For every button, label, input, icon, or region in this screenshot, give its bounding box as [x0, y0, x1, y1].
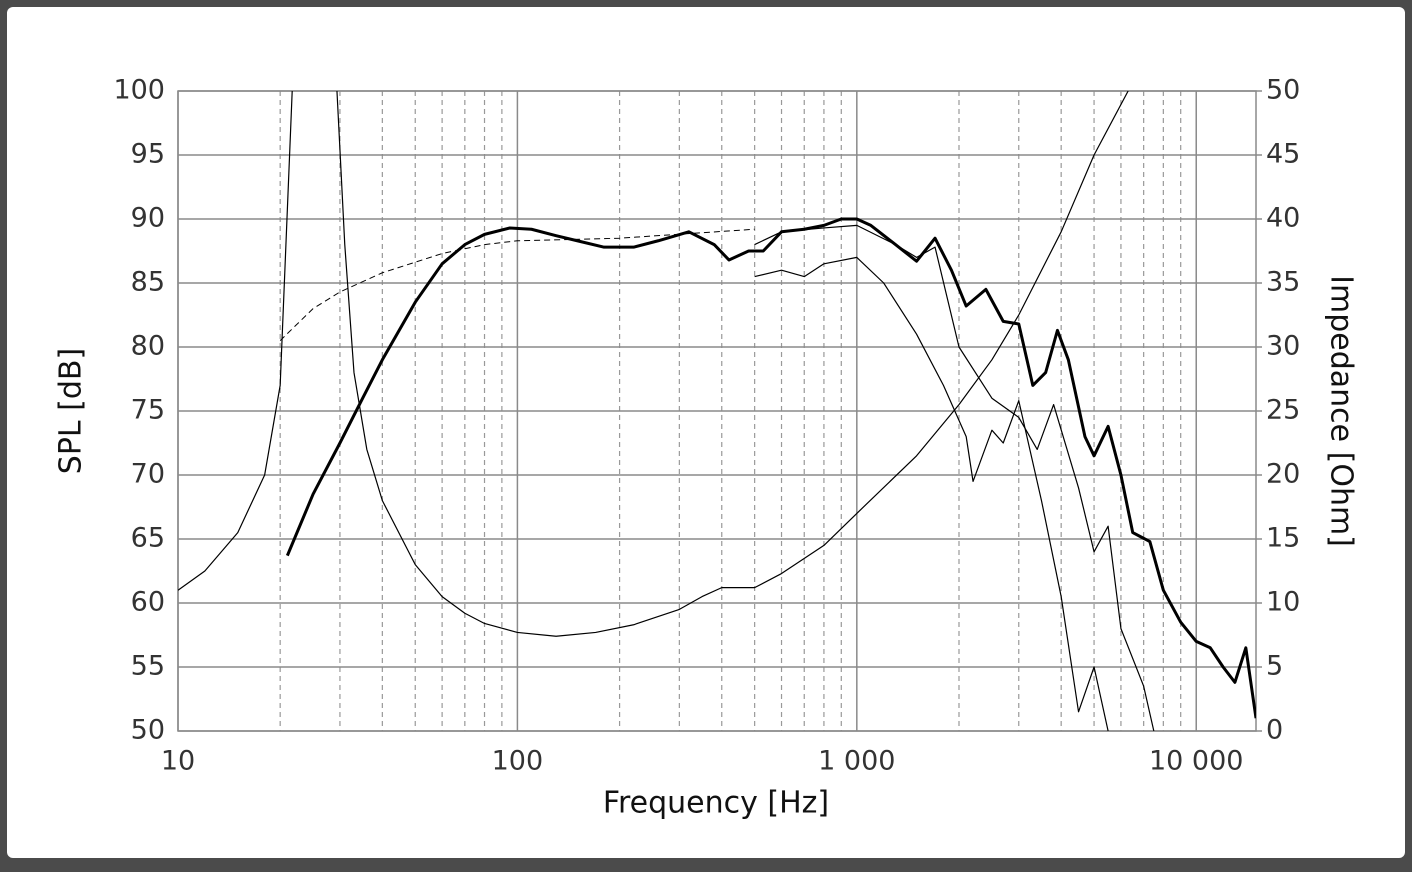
- x-tick-label: 1 000: [818, 746, 895, 777]
- plot-border: [177, 90, 1257, 732]
- y2-axis-title: Impedance [Ohm]: [1324, 275, 1359, 547]
- y2-tick-label: 15: [1266, 523, 1300, 554]
- y2-tick-label: 40: [1266, 203, 1300, 234]
- series-line: [285, 217, 1256, 719]
- y2-tick-label: 50: [1266, 75, 1300, 106]
- y-tick-label: 55: [131, 651, 165, 682]
- y2-tick-label: 25: [1266, 395, 1300, 426]
- series-line: [754, 224, 1155, 731]
- y2-tick-label: 10: [1266, 587, 1300, 618]
- y-tick-label: 70: [131, 459, 165, 490]
- y2-tick-label: 20: [1266, 459, 1300, 490]
- x-tick-label: 10: [161, 746, 195, 777]
- x-tick-label: 100: [492, 746, 544, 777]
- series-line: [279, 228, 755, 341]
- x-tick-label: 10 000: [1149, 746, 1243, 777]
- y2-tick-label: 30: [1266, 331, 1300, 362]
- series-line: [178, 91, 1129, 637]
- y2-tick-label: 45: [1266, 139, 1300, 170]
- y-tick-label: 65: [131, 523, 165, 554]
- y-tick-label: 85: [131, 267, 165, 298]
- y-tick-label: 95: [131, 139, 165, 170]
- y-tick-label: 75: [131, 395, 165, 426]
- y-tick-label: 80: [131, 331, 165, 362]
- y2-tick-label: 5: [1266, 651, 1283, 682]
- y2-tick-label: 0: [1266, 715, 1283, 746]
- y-tick-label: 50: [131, 715, 165, 746]
- y2-tick-label: 35: [1266, 267, 1300, 298]
- x-axis-title: Frequency [Hz]: [603, 786, 829, 821]
- y-tick-label: 60: [131, 587, 165, 618]
- y-tick-label: 100: [113, 75, 165, 106]
- y-tick-label: 90: [131, 203, 165, 234]
- panel: [7, 7, 1405, 858]
- y-axis-title: SPL [dB]: [54, 348, 89, 474]
- series-line: [754, 256, 1109, 731]
